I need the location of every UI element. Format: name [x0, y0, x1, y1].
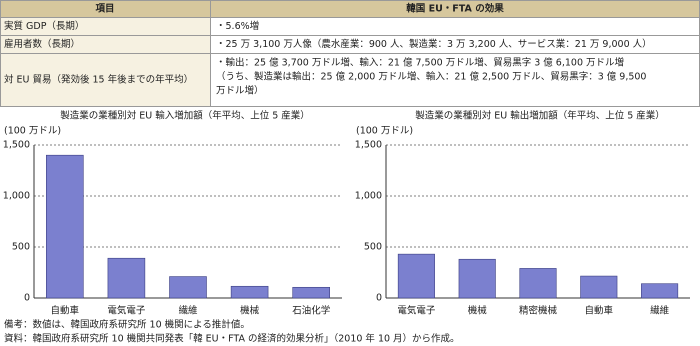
y-tick-label: 0: [24, 293, 30, 304]
x-tick-label: 機械: [468, 305, 488, 317]
bar: [458, 258, 496, 299]
y-tick-label: 1,500: [355, 140, 382, 151]
table-cell: ・25 万 3,100 万人像（農水産業：900 人、製造業：3 万 3,200…: [216, 38, 652, 50]
bar: [397, 253, 435, 299]
x-tick-label: 精密機械: [519, 305, 558, 317]
bar: [107, 257, 146, 299]
table-body-bg: [210, 17, 700, 107]
y-tick-label: 500: [364, 242, 382, 253]
x-tick-label: 繊維: [178, 305, 198, 317]
x-tick-label: 機械: [240, 305, 260, 317]
bar: [169, 276, 207, 299]
note: 備考：数値は、韓国政府系研究所 10 機関による推計値。: [4, 319, 250, 331]
table-cell: 万ドル増）: [216, 85, 264, 97]
y-tick-label: 500: [12, 242, 30, 253]
table-cell: （うち、製造業は輸出：25 億 2,000 万ドル増、輸入：21 億 2,500…: [216, 71, 646, 83]
table-cell: ・5.6%増: [216, 20, 259, 32]
x-tick-label: 繊維: [650, 305, 670, 317]
y-axis-label: (100 万ドル): [4, 126, 61, 137]
x-tick-label: 石油化学: [292, 305, 330, 317]
bar: [230, 285, 269, 299]
x-tick-label: 電気電子: [397, 305, 436, 317]
bar: [641, 283, 679, 299]
x-tick-label: 自動車: [585, 305, 614, 317]
x-tick-label: 自動車: [51, 305, 80, 317]
table-label-bg: [0, 17, 211, 107]
chart-title: 製造業の業種別対 EU 輸出増加額（年平均、上位 5 産業）: [415, 110, 665, 122]
table-cell: 雇用者数（長期）: [4, 38, 80, 50]
chart-title: 製造業の業種別対 EU 輸入増加額（年平均、上位 5 産業）: [60, 110, 310, 122]
bar: [580, 275, 618, 299]
y-tick-label: 1,500: [3, 140, 30, 151]
bar: [519, 268, 557, 299]
note: 資料：韓国政府系研究所 10 機関共同発表「韓 EU・FTA の経済的効果分析」…: [4, 333, 460, 345]
bar: [46, 154, 84, 299]
y-axis-label: (100 万ドル): [356, 126, 413, 137]
table-cell: ・輸出：25 億 3,700 万ドル増、輸入：21 億 7,500 万ドル増、貿…: [216, 57, 624, 69]
y-tick-label: 1,000: [355, 191, 382, 202]
y-tick-label: 1,000: [3, 191, 30, 202]
table-header: 項目: [95, 4, 114, 15]
x-tick-label: 電気電子: [107, 305, 146, 317]
table-cell: 対 EU 貿易（発効後 15 年後までの年平均）: [4, 74, 193, 86]
table-header: 韓国 EU・FTA の効果: [406, 3, 504, 15]
bar: [292, 286, 330, 299]
table-cell: 実質 GDP（長期）: [4, 20, 84, 32]
y-tick-label: 0: [376, 293, 382, 304]
